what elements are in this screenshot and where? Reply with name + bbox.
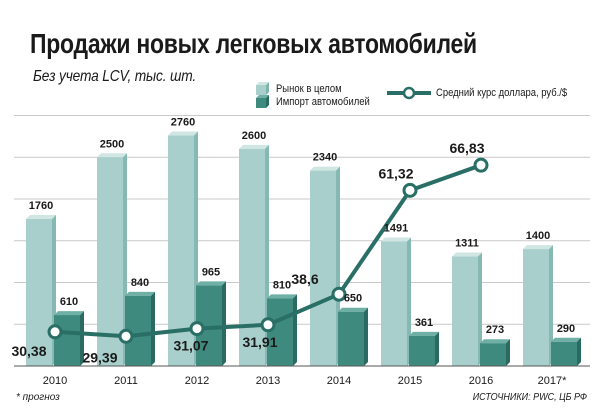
bar-import-top — [267, 294, 297, 299]
bar-market-label: 1311 — [455, 238, 479, 250]
legend-line-swatch — [387, 86, 431, 100]
x-tick-label: 2013 — [256, 375, 280, 387]
bar-import-label: 810 — [273, 279, 291, 291]
bar-market-top — [523, 245, 553, 250]
bar-import-label: 840 — [131, 277, 149, 289]
x-tick-label: 2016 — [469, 375, 493, 387]
x-tick-label: 2014 — [327, 375, 351, 387]
rate-point — [331, 286, 347, 302]
bar-import-label: 650 — [344, 293, 362, 305]
bar-market — [523, 249, 549, 366]
bar-import-side — [435, 331, 439, 366]
rate-label: 29,39 — [82, 349, 117, 365]
rate-point — [473, 157, 489, 173]
bar-import-side — [364, 307, 368, 366]
bar-import — [480, 343, 506, 366]
bar-import-top — [551, 337, 581, 342]
chart-title: Продажи новых легковых автомобилей — [30, 28, 477, 59]
bar-market-label: 1491 — [384, 223, 408, 235]
bar-import — [267, 298, 293, 366]
rate-point — [118, 328, 134, 344]
bar-market-label: 2340 — [313, 152, 337, 164]
chart-subtitle: Без учета LCV, тыс. шт. — [33, 68, 197, 85]
rate-label: 31,07 — [173, 338, 208, 354]
bar-import-side — [151, 291, 155, 366]
bar-import-side — [80, 311, 84, 366]
x-tick-label: 2017* — [538, 375, 567, 387]
bar-import-label: 290 — [557, 323, 575, 335]
bar-market-top — [168, 131, 198, 136]
bar-import-label: 965 — [202, 266, 220, 278]
rate-point — [47, 324, 63, 340]
bar-market-label: 2500 — [100, 138, 124, 150]
bar-market-top — [26, 215, 56, 220]
rate-point — [260, 317, 276, 333]
bar-market-side — [478, 252, 482, 366]
bar-market-side — [407, 237, 411, 366]
bar-import-side — [506, 339, 510, 366]
legend-label-market: Рынок в целом — [276, 83, 342, 95]
rate-label: 30,38 — [11, 343, 46, 359]
bar-market-top — [239, 144, 269, 149]
bar-import-side — [222, 281, 226, 366]
bar-import — [338, 311, 364, 366]
bar-import-top — [125, 291, 155, 296]
bar-market-top — [452, 252, 482, 257]
rate-label: 66,83 — [449, 140, 484, 156]
bar-import-side — [577, 337, 581, 366]
legend-label-rate: Средний курс доллара, руб./$ — [436, 87, 568, 99]
legend-label-import: Импорт автомобилей — [276, 96, 370, 108]
bar-import-top — [196, 281, 226, 286]
bar-market-top — [310, 166, 340, 171]
bar-market-label: 2600 — [242, 130, 266, 142]
bar-market-label: 1400 — [526, 230, 550, 242]
bar-import-top — [480, 339, 510, 344]
bar-import-label: 610 — [60, 296, 78, 308]
bar-import-label: 361 — [415, 317, 433, 329]
source-note: ИСТОЧНИКИ: PWC, ЦБ РФ — [472, 392, 587, 403]
bar-market — [310, 170, 336, 366]
bar-market-label: 2760 — [171, 117, 195, 129]
bar-import — [409, 335, 435, 366]
x-tick-label: 2010 — [43, 375, 67, 387]
rate-label: 31,91 — [242, 334, 277, 350]
bar-import — [54, 315, 80, 366]
rate-point — [189, 321, 205, 337]
x-tick-label: 2011 — [114, 375, 138, 387]
rate-label: 38,6 — [291, 271, 318, 287]
bar-import-top — [54, 311, 84, 316]
bar-import-label: 273 — [486, 324, 504, 336]
bar-import-top — [409, 331, 439, 336]
bar-market — [97, 157, 123, 366]
bar-import — [551, 341, 577, 366]
bar-import-side — [293, 294, 297, 366]
bar-market — [26, 219, 52, 366]
bar-market — [239, 148, 265, 366]
bar-import-top — [338, 307, 368, 312]
legend-swatch-import — [256, 98, 266, 108]
bar-market-side — [549, 245, 553, 366]
bar-market-top — [381, 237, 411, 242]
bar-market — [381, 241, 407, 366]
footnote: * прогноз — [16, 392, 60, 403]
bar-market-top — [97, 153, 127, 158]
x-tick-label: 2012 — [185, 375, 209, 387]
rate-label: 61,32 — [378, 165, 413, 181]
x-tick-label: 2015 — [398, 375, 422, 387]
legend-swatch-market — [256, 85, 266, 95]
legend-swatches — [256, 82, 269, 108]
bar-market — [452, 256, 478, 366]
rate-point — [402, 182, 418, 198]
bar-market-label: 1760 — [29, 200, 53, 212]
